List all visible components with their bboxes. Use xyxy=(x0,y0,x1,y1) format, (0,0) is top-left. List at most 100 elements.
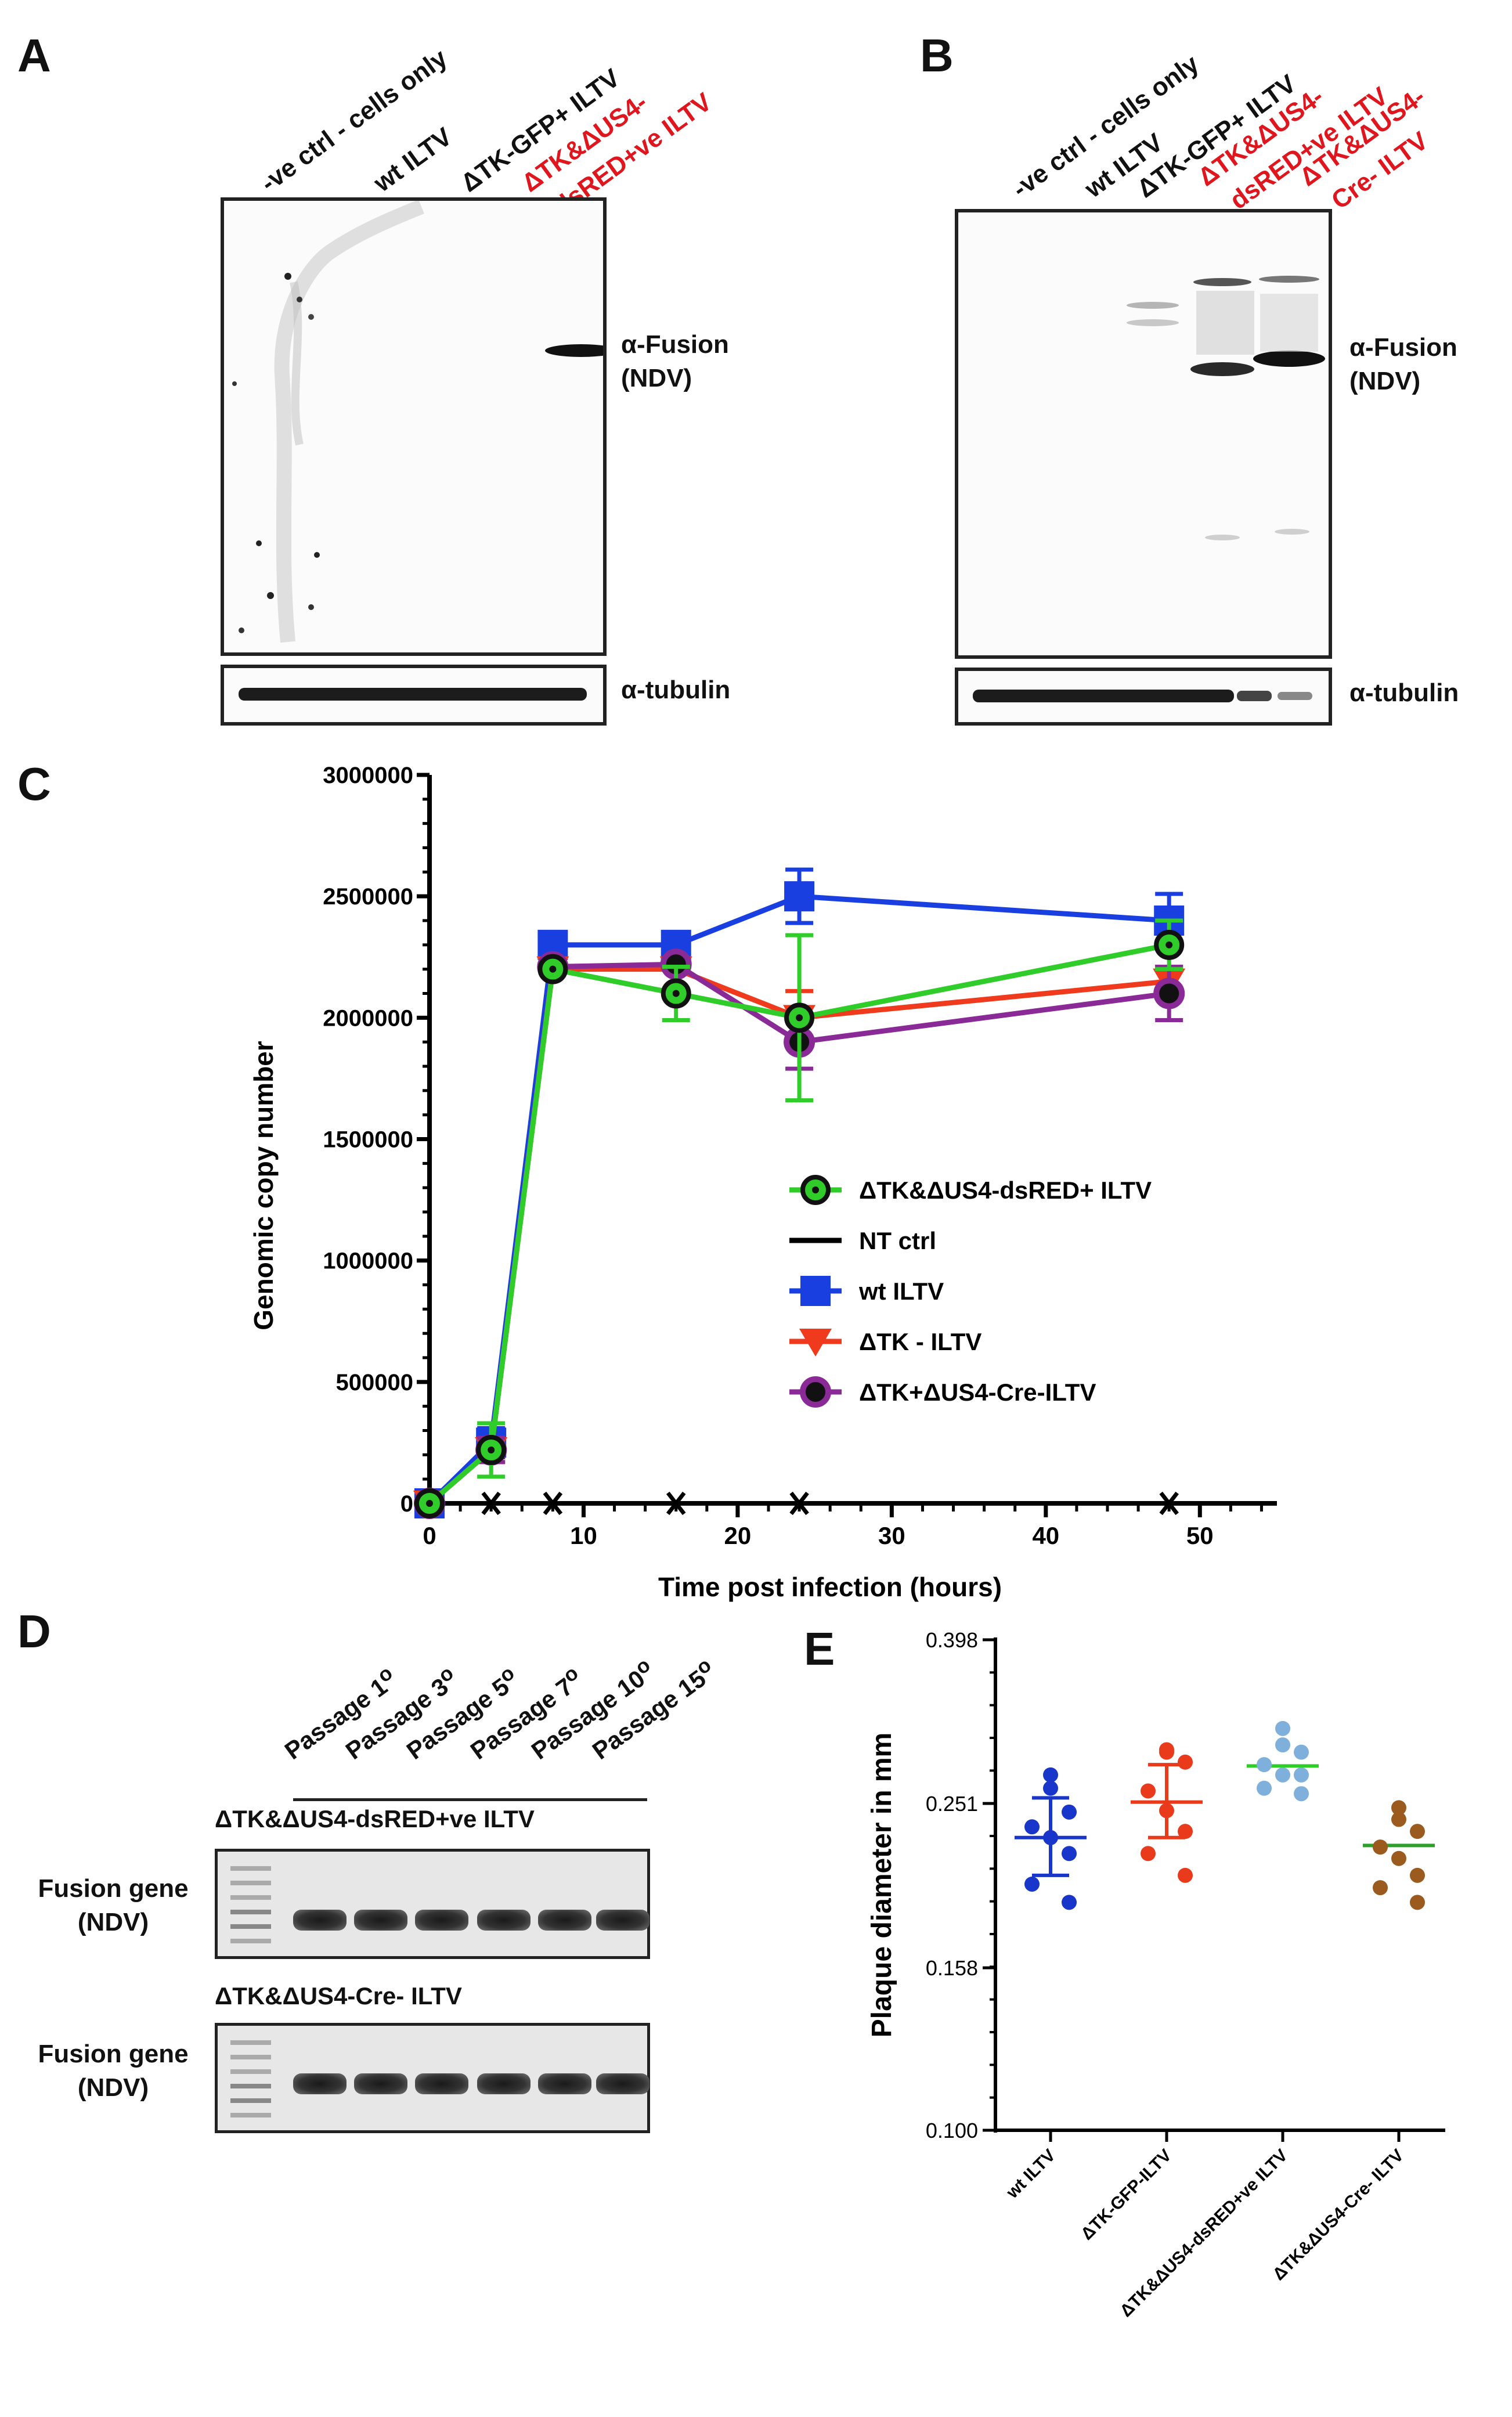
e-point xyxy=(1373,1839,1388,1855)
legend-swatch-marker xyxy=(800,1376,831,1408)
point-nt-ctrl-stroke xyxy=(481,1491,501,1516)
e-series-tk-us4-dsred-ve-iltv xyxy=(1247,1720,1319,1802)
panel-e-plot: 0.100 0.158 0.251 0.398 Plaque diameter in m… xyxy=(867,1628,1445,2321)
legend-item-tk-iltv: ΔTK - ILTV xyxy=(789,1328,981,1357)
c-ytick-label: 2000000 xyxy=(323,1005,413,1031)
gel1-row-label: Fusion gene (NDV) xyxy=(38,1874,189,1936)
c-xtick-label: 50 xyxy=(1186,1522,1214,1549)
fusion-blot-a-image xyxy=(232,199,617,643)
e-point xyxy=(1294,1767,1309,1783)
point-tk-us4-dsred-iltv-dot xyxy=(1165,941,1173,948)
e-point xyxy=(1257,1780,1272,1796)
tubulin-label-b: α-tubulin xyxy=(1349,679,1459,707)
panel-label-b: B xyxy=(920,30,954,81)
e-point xyxy=(1391,1800,1406,1816)
point-tk-us4-dsred-iltv xyxy=(476,1434,507,1465)
e-series-wt-iltv xyxy=(1015,1767,1087,1910)
e-point xyxy=(1141,1783,1156,1799)
e-ytick-label: 0.251 xyxy=(926,1792,978,1816)
point-nt-ctrl xyxy=(540,1491,566,1516)
c-ytick-label: 1500000 xyxy=(323,1127,413,1153)
panel-label-a: A xyxy=(17,30,51,81)
e-point xyxy=(1024,1876,1040,1892)
legend-swatch-marker-dot xyxy=(812,1186,819,1193)
gel1-band-3 xyxy=(354,1910,407,1931)
e-ytick-label: 0.398 xyxy=(926,1628,978,1652)
e-ytick-label: 0.158 xyxy=(926,1956,978,1980)
point-tk-us4-dsred-iltv-dot xyxy=(488,1446,495,1453)
point-tk-us4-dsred-iltv-dot xyxy=(796,1014,803,1022)
e-point xyxy=(1062,1895,1077,1910)
fusion-blot-b-image xyxy=(1127,276,1325,540)
c-ytick-label: 0 xyxy=(400,1491,413,1517)
panel-e-chart: 0.100 0.158 0.251 0.398 Plaque diameter in m… xyxy=(867,1628,1445,2321)
point-tk-us4-dsred-iltv xyxy=(661,978,691,1009)
legend-swatch-marker xyxy=(799,1329,832,1357)
lane-a-2: wt ILTV xyxy=(369,122,457,198)
c-xtick-label: 30 xyxy=(878,1522,905,1549)
point-tk-us4-cre-iltv xyxy=(1153,977,1185,1009)
e-point xyxy=(1178,1824,1193,1839)
gel1-band-1 xyxy=(293,1910,347,1931)
point-nt-ctrl xyxy=(1156,1491,1182,1516)
lane-a-1: -ve ctrl - cells only xyxy=(255,44,453,198)
point-tk-us4-dsred-iltv-dot xyxy=(426,1500,433,1507)
legend-item-nt-ctrl: NT ctrl xyxy=(789,1227,936,1254)
gel1-band-15 xyxy=(596,1910,649,1931)
legend-swatch-marker xyxy=(800,1175,831,1205)
gel1-title: ΔTK&ΔUS4-dsRED+ve ILTV xyxy=(215,1805,535,1832)
point-tk-us4-dsred-iltv xyxy=(414,1488,445,1518)
legend-item-tk-us4-cre-iltv: ΔTK+ΔUS4-Cre-ILTV xyxy=(789,1376,1096,1408)
gel2-band-3 xyxy=(354,2073,407,2094)
e-point xyxy=(1391,1850,1406,1866)
e-point xyxy=(1391,1812,1406,1827)
c-ylabel: Genomic copy number xyxy=(248,1041,279,1330)
legend-label: wt ILTV xyxy=(858,1278,944,1305)
legend-label: ΔTK - ILTV xyxy=(859,1328,981,1355)
e-point xyxy=(1275,1737,1290,1753)
gel2-band-7 xyxy=(477,2073,531,2094)
tubulin-blot-a xyxy=(221,665,607,726)
gel2-band-15 xyxy=(596,2073,649,2094)
e-point xyxy=(1294,1786,1309,1802)
e-xtick-label: ΔTK-GFP-ILTV xyxy=(1077,2146,1175,2244)
point-nt-ctrl-stroke xyxy=(1159,1491,1179,1516)
e-point xyxy=(1275,1720,1290,1736)
fusion-label-a: α-Fusion (NDV) xyxy=(621,330,729,392)
e-ytick-label: 0.100 xyxy=(926,2119,978,2142)
e-point xyxy=(1141,1846,1156,1862)
e-series-tk-gfp-iltv xyxy=(1131,1742,1203,1883)
e-point xyxy=(1062,1804,1077,1820)
point-nt-ctrl-stroke xyxy=(666,1491,686,1516)
panel-c-plot: 0 500000 1000000 1500000 2000000 2500000 30000… xyxy=(248,763,1277,1602)
point-tk-us4-dsred-iltv xyxy=(537,954,568,984)
e-point xyxy=(1024,1819,1040,1835)
c-xtick-label: 20 xyxy=(724,1522,752,1549)
gel2-band-10 xyxy=(538,2073,591,2094)
legend-label: ΔTK+ΔUS4-Cre-ILTV xyxy=(859,1379,1096,1406)
legend-swatch-marker xyxy=(800,1276,831,1306)
c-ytick-label: 3000000 xyxy=(323,763,413,788)
fusion-label-b: α-Fusion (NDV) xyxy=(1349,333,1457,395)
point-tk-us4-dsred-iltv-dot xyxy=(549,965,557,973)
point-tk-us4-dsred-iltv xyxy=(1154,929,1185,960)
e-xtick-label: wt ILTV xyxy=(1002,2146,1059,2203)
panel-label-d: D xyxy=(17,1606,51,1657)
point-tk-us4-dsred-iltv-dot xyxy=(672,990,680,997)
gel2-band-1 xyxy=(293,2073,347,2094)
panel-label-e: E xyxy=(804,1623,835,1675)
gel2-band-5 xyxy=(415,2073,468,2094)
gel1-band-7 xyxy=(477,1910,531,1931)
gel2-title: ΔTK&ΔUS4-Cre- ILTV xyxy=(215,1982,462,2010)
series-nt-ctrl xyxy=(478,1491,1182,1516)
e-point xyxy=(1062,1846,1077,1862)
legend-item-wt-iltv: wt ILTV xyxy=(789,1276,944,1306)
fusion-blot-a xyxy=(221,197,617,656)
c-xtick-label: 0 xyxy=(423,1522,436,1549)
e-point xyxy=(1159,1744,1174,1760)
e-point xyxy=(1373,1880,1388,1896)
c-xtick-label: 10 xyxy=(570,1522,597,1549)
gel-2 xyxy=(215,2023,650,2133)
e-point xyxy=(1257,1757,1272,1773)
e-point xyxy=(1043,1767,1058,1783)
